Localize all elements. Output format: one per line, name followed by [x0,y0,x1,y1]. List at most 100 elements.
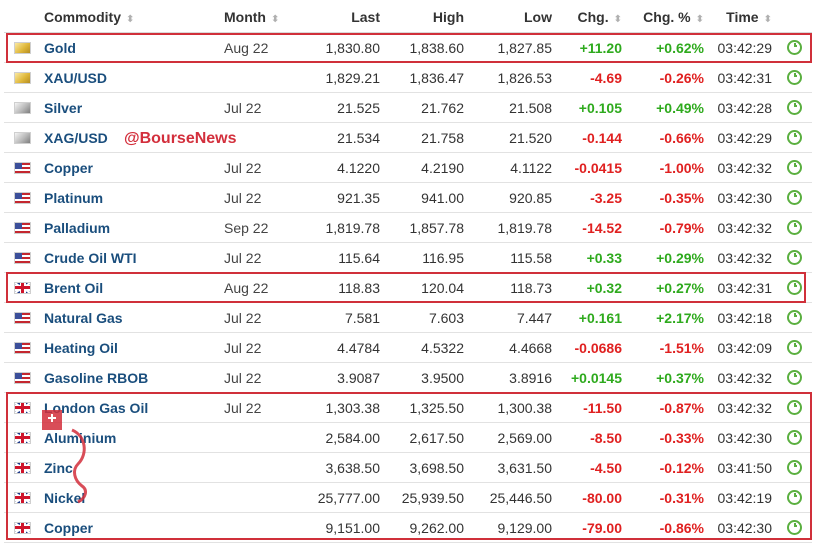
commodity-name-link[interactable]: XAG/USD [44,129,108,146]
last-cell: 7.581 [298,302,384,333]
commodity-name-link[interactable]: Copper [44,159,93,176]
commodity-cell: Zinc [4,452,220,483]
month-cell: Jul 22 [220,242,298,273]
commodity-name-link[interactable]: Natural Gas [44,309,123,326]
commodities-table: Commodity ⬍ Month ⬍ Last High Low Chg. ⬍ Ch… [4,2,812,543]
table-row[interactable]: London Gas Oil Jul 22 1,303.38 1,325.50 1,30… [4,392,812,423]
sort-icon[interactable]: ⬍ [763,14,772,25]
clock-icon[interactable] [786,189,802,205]
clock-icon[interactable] [786,519,802,535]
time-cell: 03:42:31 [708,62,776,93]
month-cell: Jul 22 [220,362,298,393]
clock-icon[interactable] [786,369,802,385]
table-row[interactable]: Palladium Sep 22 1,819.78 1,857.78 1,819.78-… [4,212,812,243]
high-cell: 7.603 [384,302,468,333]
sort-icon[interactable]: ⬍ [695,14,704,25]
commodity-name-link[interactable]: Copper [44,519,93,536]
commodity-name-link[interactable]: Gold [44,39,76,56]
clock-icon[interactable] [786,159,802,175]
chg-pct-cell: -0.26% [626,62,708,93]
commodity-name-link[interactable]: Crude Oil WTI [44,249,137,266]
uk-flag-icon [14,491,31,504]
clock-icon[interactable] [786,129,802,145]
commodity-name-link[interactable]: Nickel [44,489,86,506]
commodity-name-link[interactable]: Silver [44,99,83,116]
commodity-name-link[interactable]: Aluminium [44,429,117,446]
clock-icon[interactable] [786,309,802,325]
clock-icon[interactable] [786,69,802,85]
table-row[interactable]: XAG/USD 21.534 21.758 21.520 -0.144 -0.66% 03:… [4,122,812,153]
clock-icon[interactable] [786,489,802,505]
sort-icon[interactable]: ⬍ [270,14,280,25]
high-cell: 1,838.60 [384,32,468,63]
last-cell: 9,151.00 [298,512,384,543]
table-row[interactable]: Copper Jul 22 4.1220 4.2190 4.1122 -0.0415 -1.… [4,152,812,183]
commodity-name-link[interactable]: Heating Oil [44,339,118,356]
commodity-name-link[interactable]: Palladium [44,219,111,236]
time-cell: 03:42:32 [708,242,776,273]
commodity-name-link[interactable]: Zinc [44,459,73,476]
table-row[interactable]: Nickel 25,777.00 25,939.50 25,446.50 -80.00-… [4,482,812,513]
clock-icon[interactable] [786,459,802,475]
table-row[interactable]: Crude Oil WTI Jul 22 115.64 116.95 115.58 +0.… [4,242,812,273]
table-row[interactable]: Gasoline RBOB Jul 22 3.9087 3.9500 3.8916 +0.… [4,362,812,393]
chg-cell: -79.00 [556,512,626,543]
month-cell [220,62,298,93]
clock-icon[interactable] [786,429,802,445]
commodity-cell: Nickel [4,482,220,513]
commodity-name-link[interactable]: Gasoline RBOB [44,369,149,386]
clock-icon[interactable] [786,249,802,265]
time-cell: 03:42:28 [708,92,776,123]
table-row[interactable]: XAU/USD 1,829.21 1,836.47 1,826.53 -4.69 -0.2… [4,62,812,93]
chg-pct-cell: -0.66% [626,122,708,153]
header-commodity-label: Commodity [44,9,121,25]
sort-icon[interactable]: ⬍ [613,14,622,25]
us-flag-icon [14,161,31,174]
commodity-cell: Silver [4,92,220,123]
table-row[interactable]: Silver Jul 22 21.525 21.762 21.508 +0.105 +0.4… [4,92,812,123]
commodity-name-link[interactable]: London Gas Oil [44,399,149,416]
clock-icon[interactable] [786,279,802,295]
commodity-cell: XAU/USD [4,62,220,93]
high-cell: 116.95 [384,242,468,273]
table-row[interactable]: Zinc 3,638.50 3,698.50 3,631.50 -4.50 -0.12% 0… [4,452,812,483]
table-row[interactable]: Gold Aug 22 1,830.80 1,838.60 1,827.85 +11.20… [4,32,812,63]
chg-pct-cell: -1.51% [626,332,708,363]
chg-cell: +0.33 [556,242,626,273]
time-cell: 03:42:30 [708,512,776,543]
chg-cell: +11.20 [556,32,626,63]
header-chg-pct[interactable]: Chg. % ⬍ [626,2,708,33]
clock-icon[interactable] [786,39,802,55]
clock-icon[interactable] [786,339,802,355]
time-cell: 03:42:19 [708,482,776,513]
status-cell [776,272,812,303]
commodity-name-link[interactable]: Brent Oil [44,279,104,296]
last-cell: 2,584.00 [298,422,384,453]
commodity-name-link[interactable]: XAU/USD [44,69,108,86]
low-cell: 118.73 [468,272,556,303]
header-commodity[interactable]: Commodity ⬍ [4,2,220,33]
header-chg[interactable]: Chg. ⬍ [556,2,626,33]
table-row[interactable]: Platinum Jul 22 921.35 941.00 920.85 -3.25 -0.… [4,182,812,213]
table-row[interactable]: Heating Oil Jul 22 4.4784 4.5322 4.4668 -0.06… [4,332,812,363]
table-row[interactable]: Brent Oil Aug 22 118.83 120.04 118.73 +0.32 +0… [4,272,812,303]
clock-icon[interactable] [786,219,802,235]
header-last-label: Last [351,9,380,25]
low-cell: 4.4668 [468,332,556,363]
high-cell: 1,836.47 [384,62,468,93]
time-cell: 03:42:18 [708,302,776,333]
table-row[interactable]: Aluminium 2,584.00 2,617.50 2,569.00 -8.50 -0… [4,422,812,453]
clock-icon[interactable] [786,399,802,415]
header-high[interactable]: High [384,2,468,33]
header-time[interactable]: Time ⬍ [708,2,776,33]
commodity-name-link[interactable]: Platinum [44,189,104,206]
header-last[interactable]: Last [298,2,384,33]
last-cell: 4.1220 [298,152,384,183]
high-cell: 4.5322 [384,332,468,363]
header-low[interactable]: Low [468,2,556,33]
table-row[interactable]: Natural Gas Jul 22 7.581 7.603 7.447 +0.161 +2… [4,302,812,333]
clock-icon[interactable] [786,99,802,115]
header-month[interactable]: Month ⬍ [220,2,298,33]
sort-icon[interactable]: ⬍ [126,14,135,25]
table-row[interactable]: Copper 9,151.00 9,262.00 9,129.00 -79.00 -0.8… [4,512,812,543]
